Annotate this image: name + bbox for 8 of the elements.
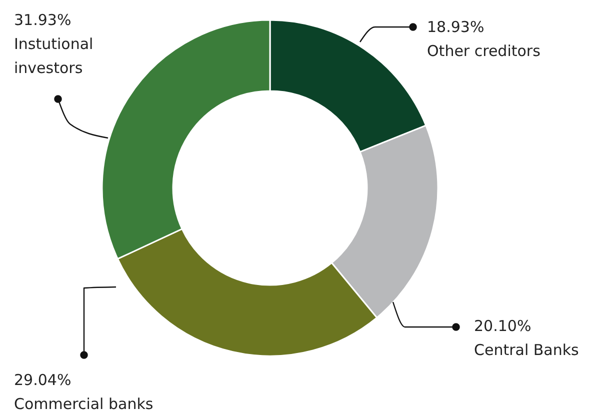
slice-label: Other creditors [427, 42, 541, 60]
data-label: 31.93% [14, 11, 72, 29]
slice-label: Instutional investors [14, 35, 94, 77]
data-label: 29.04% [14, 371, 72, 389]
slice-label: Central Banks [474, 341, 580, 359]
data-label: 18.93% [427, 18, 484, 36]
data-label: 20.10% [474, 317, 532, 335]
slice-label: Commercial banks [14, 395, 154, 413]
